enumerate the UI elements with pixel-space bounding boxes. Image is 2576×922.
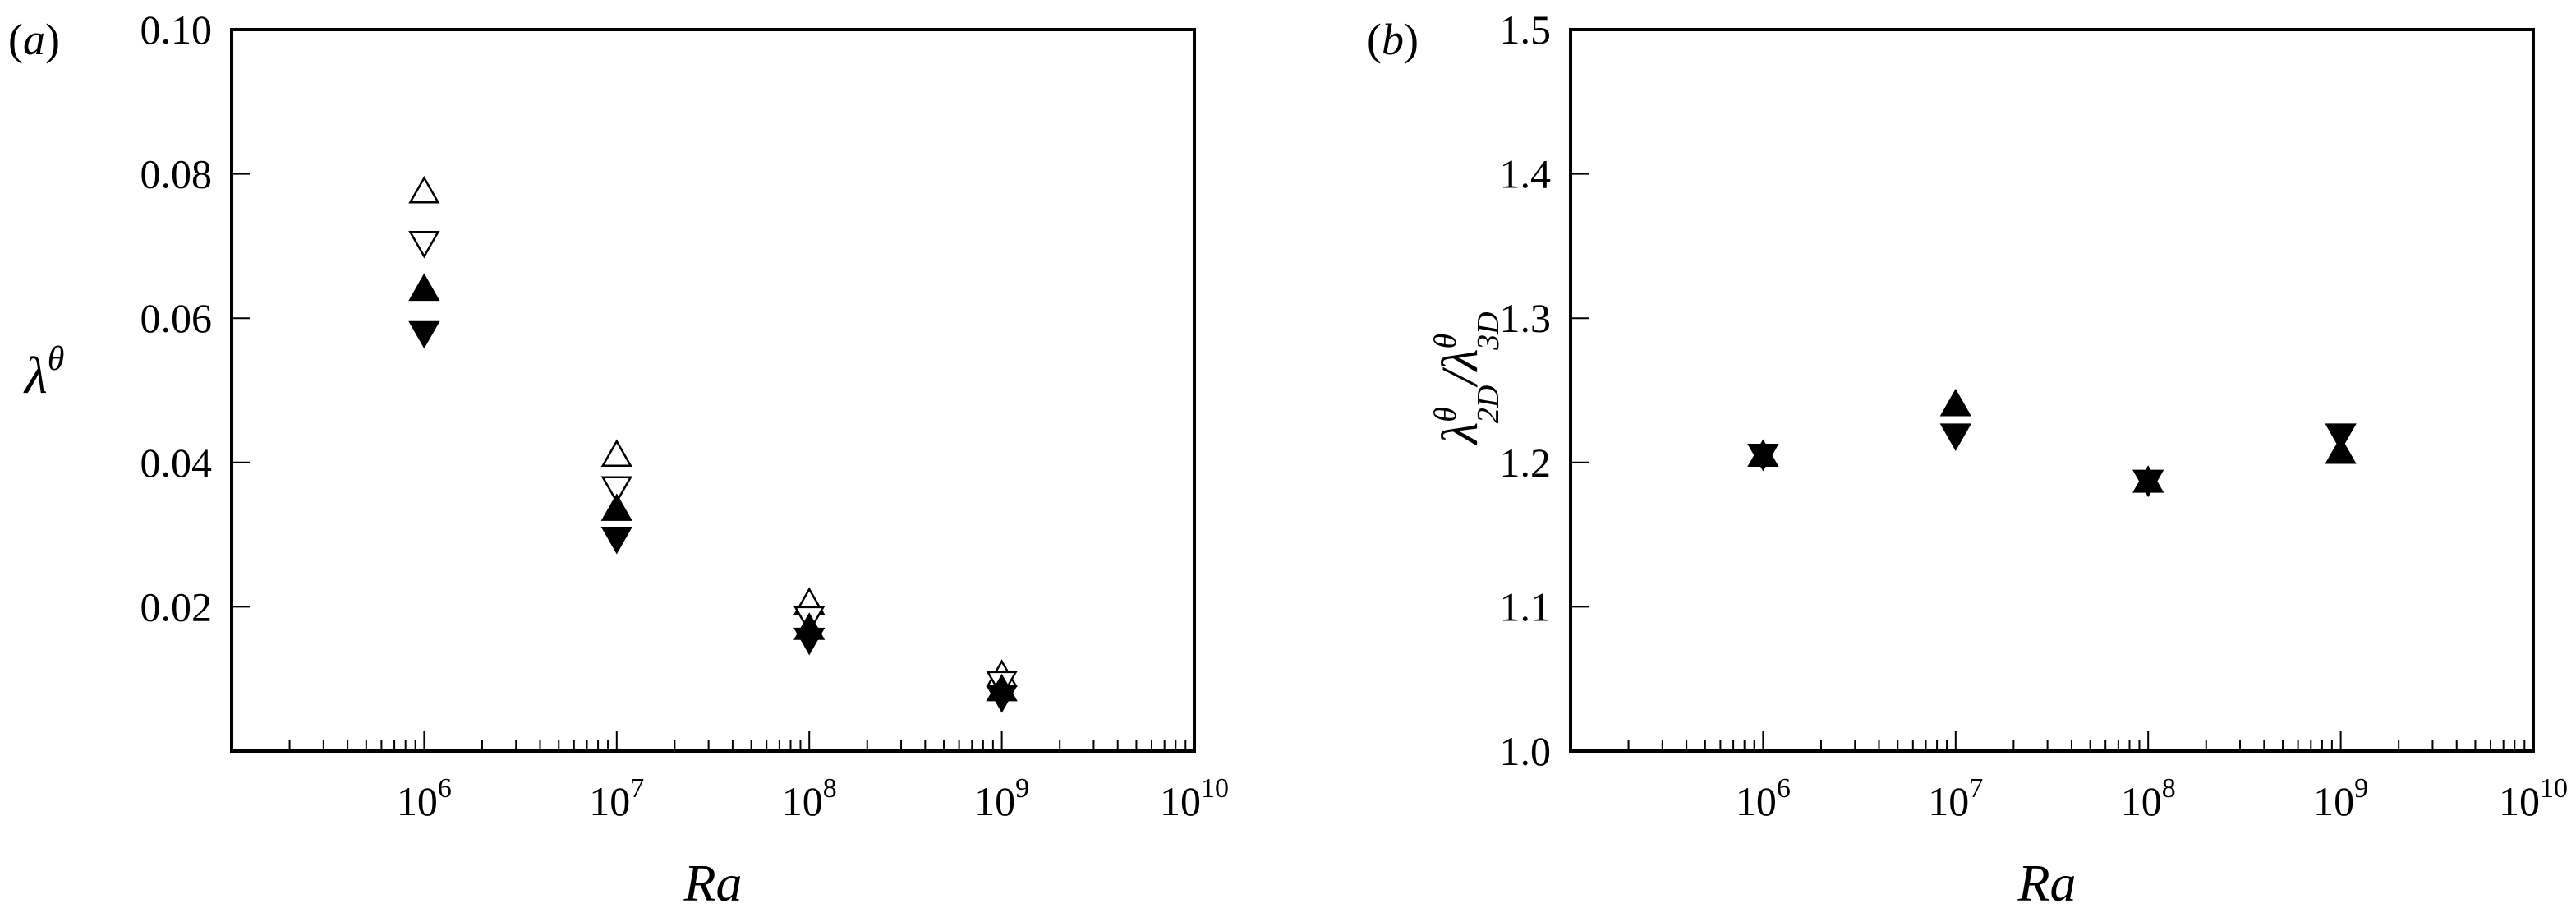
- panel-b-x-axis-title: Ra: [2017, 854, 2076, 912]
- data-point-triangle-down-filled: [2325, 423, 2357, 451]
- y-tick-label: 0.08: [140, 151, 213, 197]
- x-tick-label: 108: [2121, 773, 2176, 824]
- panel-a-x-axis-title: Ra: [683, 854, 742, 912]
- panel-a-points: [408, 176, 1018, 713]
- panel-a: (a) 106 107 108 109 1010 0.02 0.04 0.06 0.08 0.1…: [8, 7, 1229, 912]
- data-point-triangle-up-filled: [1939, 389, 1971, 417]
- data-point-triangle-up-open: [600, 439, 632, 468]
- x-tick-label: 109: [2313, 773, 2368, 824]
- x-tick-label: 107: [1928, 773, 1983, 824]
- y-tick-label: 1.4: [1500, 151, 1552, 197]
- panel-b-label: (b): [1367, 15, 1419, 64]
- y-tick-label: 1.3: [1500, 295, 1552, 341]
- panel-b-frame: [1569, 28, 2535, 753]
- panel-a-frame: [230, 28, 1196, 753]
- x-tick-label: 108: [782, 773, 837, 824]
- panel-a-label: (a): [8, 15, 60, 64]
- y-tick-label: 1.1: [1500, 583, 1552, 629]
- panel-b-points: [1747, 389, 2357, 498]
- data-point-triangle-up-filled: [408, 273, 440, 302]
- data-point-triangle-down-filled: [794, 627, 826, 656]
- y-tick-label: 0.06: [140, 295, 213, 341]
- data-point-triangle-down-open: [600, 476, 632, 505]
- x-tick-label: 106: [397, 773, 452, 824]
- y-tick-label: 0.04: [140, 440, 213, 486]
- y-tick-label: 1.5: [1500, 7, 1552, 53]
- panel-a-x-ticks: 106 107 108 109 1010: [288, 731, 1229, 824]
- data-point-triangle-down-filled: [600, 526, 632, 555]
- x-tick-label: 107: [589, 773, 644, 824]
- x-tick-label: 109: [974, 773, 1029, 824]
- panel-a-y-ticks: 0.02 0.04 0.06 0.08 0.10: [140, 7, 250, 629]
- y-tick-label: 1.2: [1500, 440, 1552, 486]
- panel-b-y-ticks: 1.0 1.1 1.2 1.3 1.4 1.5: [1500, 7, 1589, 774]
- data-point-triangle-up-open: [408, 176, 440, 204]
- data-point-triangle-down-filled: [2132, 469, 2164, 498]
- x-tick-label: 1010: [1160, 773, 1229, 824]
- panel-a-y-axis-title: λθ: [23, 340, 64, 404]
- x-tick-label: 1010: [2499, 773, 2568, 824]
- data-point-triangle-down-filled: [1747, 444, 1779, 472]
- x-tick-label: 106: [1736, 773, 1791, 824]
- data-point-triangle-down-filled: [1939, 423, 1971, 451]
- data-point-triangle-down-filled: [408, 320, 440, 349]
- data-point-triangle-down-filled: [986, 685, 1018, 713]
- y-tick-label: 0.02: [140, 583, 213, 629]
- y-tick-label: 1.0: [1500, 728, 1552, 774]
- panel-b-x-ticks: 106 107 108 109 1010: [1627, 731, 2568, 824]
- y-tick-label: 0.10: [140, 7, 213, 53]
- data-point-triangle-down-open: [408, 231, 440, 259]
- panel-b-y-axis-title: λθ 2D/λθ 3D: [1428, 311, 1506, 445]
- data-point-triangle-up-filled: [600, 493, 632, 521]
- panel-b: (b) 106 107 108 109 1010 1.01.11.21.31.41.5 …: [1367, 7, 2568, 912]
